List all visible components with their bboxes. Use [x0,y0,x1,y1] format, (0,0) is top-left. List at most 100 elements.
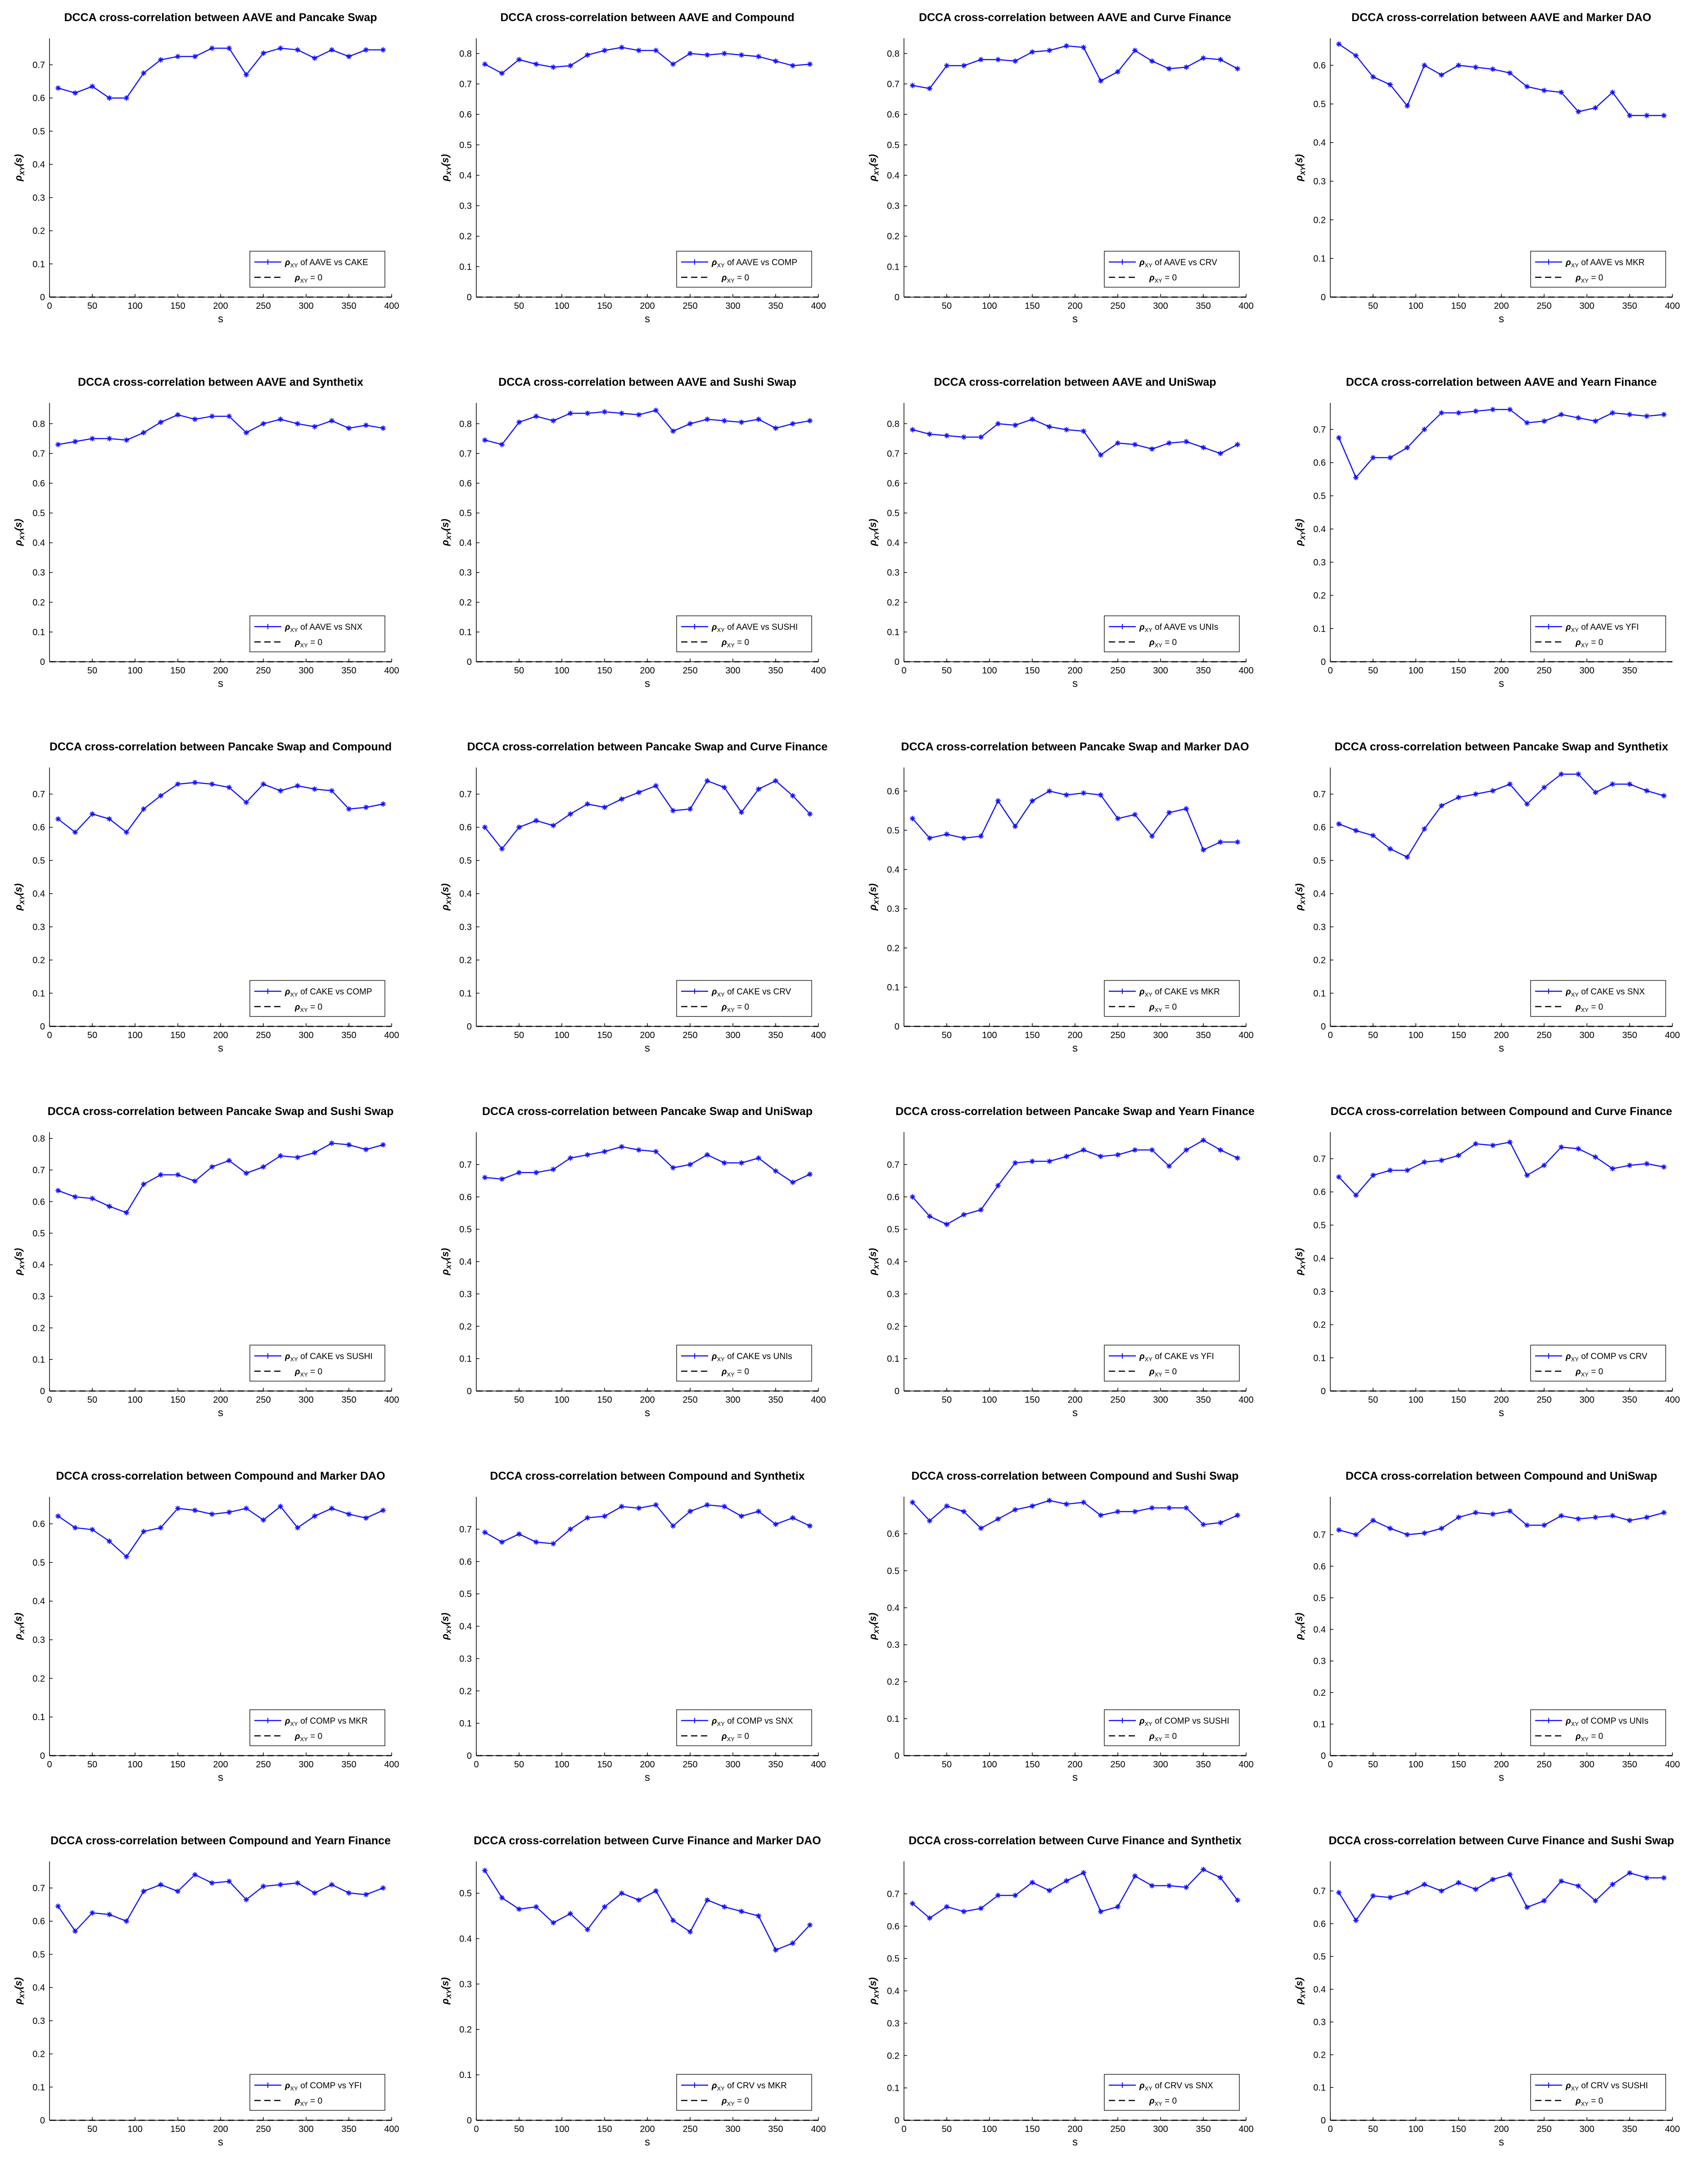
chart-title: DCCA cross-correlation between AAVE and … [78,376,363,388]
y-tick-label: 0.5 [887,1566,899,1576]
y-tick-label: 0.1 [459,989,472,998]
data-point [1524,84,1530,90]
marker-stroke [1098,78,1103,83]
y-tick-label: 0.2 [1313,591,1326,601]
y-tick-label: 0.6 [1313,1562,1326,1572]
marker-stroke [1337,41,1341,46]
marker-stroke [1542,419,1546,424]
x-tick-label: 400 [1238,301,1253,311]
marker-stroke [944,433,949,438]
data-point [1012,1892,1018,1898]
data-point [1456,1880,1461,1886]
marker-stroke [551,418,556,423]
data-point [756,54,761,59]
marker-stroke [517,825,521,830]
marker-stroke [158,420,163,425]
data-point [1012,1160,1018,1166]
y-tick-label: 0.3 [459,201,472,211]
data-point [1644,788,1649,794]
marker-stroke [551,1920,556,1925]
marker-stroke [1150,1147,1154,1152]
marker-stroke [517,420,521,425]
y-tick-label: 0.7 [1313,790,1326,799]
x-tick-label: 350 [768,301,783,311]
data-point [1166,66,1172,72]
marker-stroke [585,1152,590,1157]
y-tick-label: 0.6 [459,1557,472,1567]
y-tick-label: 0.2 [32,2050,45,2060]
data-point [568,1155,573,1161]
marker-stroke [1098,1909,1103,1914]
data-point [1507,1139,1513,1145]
data-point [807,418,813,424]
marker-stroke [1645,1875,1649,1880]
marker-stroke [568,812,573,817]
marker-stroke [90,1911,95,1915]
marker-stroke [1576,109,1581,114]
marker-stroke [1013,1161,1017,1165]
data-point [1115,816,1121,822]
marker-stroke [1030,1880,1035,1885]
data-point [295,1525,300,1531]
y-tick-label: 0.3 [32,193,45,203]
data-point [636,1505,642,1511]
data-point [1235,66,1240,72]
y-tick-label: 0.7 [1313,1887,1326,1897]
data-point [1593,418,1598,424]
x-tick-label: 400 [811,1760,826,1770]
x-tick-label: 200 [213,301,228,311]
data-point [380,425,386,431]
marker-stroke [295,1155,300,1160]
x-tick-label: 0 [1328,1760,1333,1770]
data-point [961,1909,967,1915]
marker-stroke [56,86,60,90]
marker-stroke [619,45,624,50]
data-point [1370,74,1376,80]
data-point [55,1188,61,1193]
data-point [670,428,676,434]
data-point [1047,1158,1052,1164]
marker-stroke [1354,1918,1358,1923]
data-point [346,425,352,431]
marker-stroke [107,95,112,100]
data-point [1473,1510,1478,1516]
x-tick-label: 50 [942,1030,952,1040]
marker-stroke [551,65,556,70]
data-point [756,786,761,792]
data-point [1405,1532,1410,1538]
series-line [58,781,384,833]
marker-stroke [1388,1526,1392,1531]
marker-stroke [107,817,112,822]
marker-stroke [1047,1159,1052,1164]
y-tick-label: 0.7 [32,1165,45,1175]
data-point [1132,442,1138,447]
marker-stroke [1167,1164,1171,1169]
marker-stroke [962,435,966,439]
marker-stroke [1610,1882,1615,1887]
chart-title: DCCA cross-correlation between Compound … [912,1470,1239,1482]
x-tick-label: 100 [1408,1760,1423,1770]
data-point [568,811,573,817]
x-tick-label: 0 [901,2124,906,2134]
marker-stroke [1337,1890,1341,1895]
marker-stroke [176,54,180,59]
x-tick-label: 0 [1328,2124,1333,2134]
legend-zero-label: ρXY = 0 [294,1367,322,1378]
chart-title: DCCA cross-correlation between Compound … [50,1834,391,1847]
data-point [482,1530,488,1536]
marker-stroke [1150,59,1154,63]
x-tick-label: 50 [1368,301,1378,311]
y-axis-label: ρXY(s) [13,1248,26,1275]
data-point [670,1165,676,1171]
marker-stroke [90,1196,95,1201]
marker-stroke [996,799,1000,803]
data-point [1593,790,1598,795]
y-tick-label: 0.3 [459,1979,472,1989]
y-tick-label: 0 [1321,293,1326,303]
y-tick-label: 0.5 [887,1225,899,1235]
marker-stroke [517,57,521,62]
data-point [722,1160,727,1166]
data-point [1661,1164,1667,1170]
